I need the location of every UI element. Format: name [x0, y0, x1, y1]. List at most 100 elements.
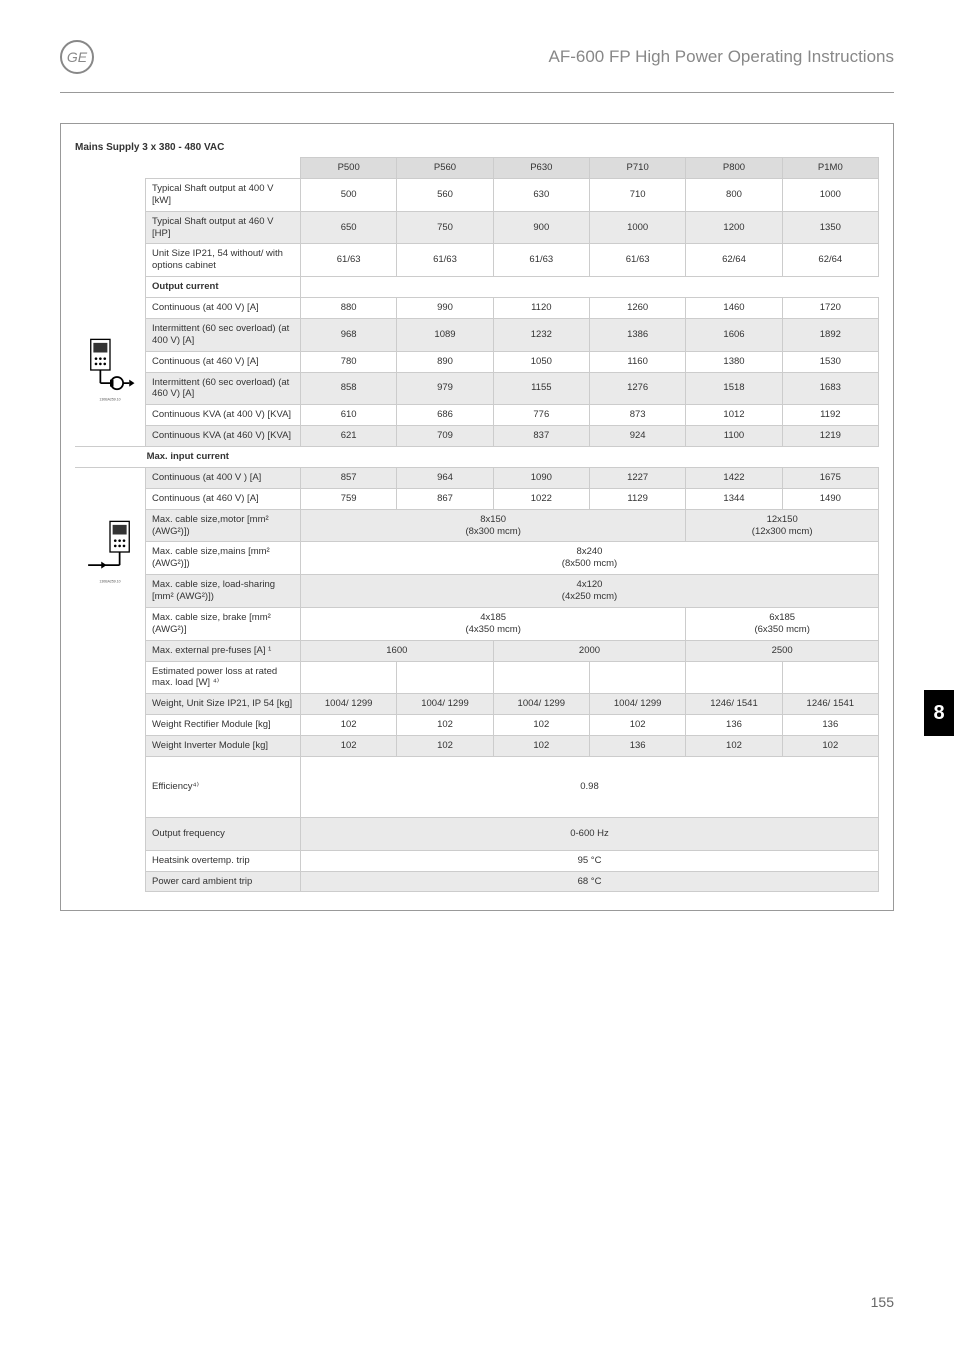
- row-label: Continuous (at 460 V) [A]: [146, 351, 301, 372]
- cell: 837: [493, 426, 589, 447]
- cell: 873: [589, 405, 685, 426]
- cell: 1350: [782, 211, 878, 244]
- cell: 136: [686, 715, 782, 736]
- cell: 1720: [782, 298, 878, 319]
- cell: 61/63: [397, 244, 493, 277]
- cell: 1000: [589, 211, 685, 244]
- page-header: GE AF-600 FP High Power Operating Instru…: [60, 40, 894, 93]
- row-label: Intermittent (60 sec overload) (at 460 V…: [146, 372, 301, 405]
- cell: 1192: [782, 405, 878, 426]
- row-label: Power card ambient trip: [146, 871, 301, 892]
- row-label: Efficiency⁴⁾: [146, 756, 301, 817]
- cell: 780: [301, 351, 397, 372]
- cell: [493, 661, 589, 694]
- cell: 1129: [589, 488, 685, 509]
- cell: 1386: [589, 318, 685, 351]
- cell: 1232: [493, 318, 589, 351]
- row-label: Intermittent (60 sec overload) (at 400 V…: [146, 318, 301, 351]
- svg-text:130BA259.10: 130BA259.10: [99, 397, 120, 401]
- cell: 1050: [493, 351, 589, 372]
- cell: 1000: [782, 178, 878, 211]
- row-label: Weight Inverter Module [kg]: [146, 736, 301, 757]
- cell: 61/63: [493, 244, 589, 277]
- cell: 136: [589, 736, 685, 757]
- cell: 1160: [589, 351, 685, 372]
- model-header-row: P500 P560 P630 P710 P800 P1M0: [75, 158, 879, 179]
- cell: 1004/ 1299: [493, 694, 589, 715]
- cell: 968: [301, 318, 397, 351]
- table-row: Max. cable size,mains [mm² (AWG²)]) 8x24…: [75, 542, 879, 575]
- row-label: Estimated power loss at rated max. load …: [146, 661, 301, 694]
- output-diagram-cell: 130BA259.10: [75, 298, 146, 447]
- cell: 709: [397, 426, 493, 447]
- table-row: Weight, Unit Size IP21, IP 54 [kg] 1004/…: [75, 694, 879, 715]
- table-row: Output frequency 0-600 Hz: [75, 817, 879, 850]
- svg-text:130BA259.10: 130BA259.10: [99, 580, 120, 584]
- cell: 1022: [493, 488, 589, 509]
- drive-output-icon: 130BA259.10: [81, 335, 139, 405]
- model-col: P560: [397, 158, 493, 179]
- cell: 1089: [397, 318, 493, 351]
- cell: 102: [589, 715, 685, 736]
- cell: 8x150 (8x300 mcm): [301, 509, 686, 542]
- cell: 1090: [493, 467, 589, 488]
- table-row: Continuous KVA (at 460 V) [KVA] 62170983…: [75, 426, 879, 447]
- cell: [397, 661, 493, 694]
- table-row: Heatsink overtemp. trip 95 °C: [75, 850, 879, 871]
- cell: 686: [397, 405, 493, 426]
- cell: 62/64: [686, 244, 782, 277]
- cell: 650: [301, 211, 397, 244]
- cell: 102: [686, 736, 782, 757]
- row-label: Weight, Unit Size IP21, IP 54 [kg]: [146, 694, 301, 715]
- table-row: Max. cable size, brake [mm² (AWG²)] 4x18…: [75, 607, 879, 640]
- cell: 890: [397, 351, 493, 372]
- cell: 1155: [493, 372, 589, 405]
- cell: 4x120 (4x250 mcm): [301, 575, 879, 608]
- row-label: Unit Size IP21, 54 without/ with options…: [146, 244, 301, 277]
- cell: 560: [397, 178, 493, 211]
- drive-input-icon: 130BA259.10: [81, 517, 139, 587]
- cell: [686, 661, 782, 694]
- cell: 1530: [782, 351, 878, 372]
- cell: 4x185 (4x350 mcm): [301, 607, 686, 640]
- cell: 1246/ 1541: [686, 694, 782, 715]
- row-label: Weight Rectifier Module [kg]: [146, 715, 301, 736]
- cell: 857: [301, 467, 397, 488]
- table-row: Max. cable size,motor [mm² (AWG²)]) 8x15…: [75, 509, 879, 542]
- cell: 1120: [493, 298, 589, 319]
- cell: 1422: [686, 467, 782, 488]
- table-row: Continuous (at 460 V) [A] 75986710221129…: [75, 488, 879, 509]
- cell: 500: [301, 178, 397, 211]
- row-label: Max. cable size, load-sharing [mm² (AWG²…: [146, 575, 301, 608]
- row-label: Continuous KVA (at 460 V) [KVA]: [146, 426, 301, 447]
- cell: 102: [397, 736, 493, 757]
- table-row: Unit Size IP21, 54 without/ with options…: [75, 244, 879, 277]
- cell: 102: [782, 736, 878, 757]
- spec-container: Mains Supply 3 x 380 - 480 VAC P500 P560…: [60, 123, 894, 911]
- cell: 2500: [686, 640, 879, 661]
- cell: 924: [589, 426, 685, 447]
- cell: 12x150 (12x300 mcm): [686, 509, 879, 542]
- row-label: Typical Shaft output at 400 V [kW]: [146, 178, 301, 211]
- table-row: 130BA259.10 Continuous (at 400 V) [A] 88…: [75, 298, 879, 319]
- cell: 102: [301, 715, 397, 736]
- cell: 2000: [493, 640, 686, 661]
- table-row: Intermittent (60 sec overload) (at 460 V…: [75, 372, 879, 405]
- input-diagram-cell: 130BA259.10: [75, 467, 146, 640]
- cell: 1606: [686, 318, 782, 351]
- cell: 1012: [686, 405, 782, 426]
- cell: 1004/ 1299: [589, 694, 685, 715]
- cell: 759: [301, 488, 397, 509]
- table-row: Typical Shaft output at 400 V [kW] 500 5…: [75, 178, 879, 211]
- row-label: Max. cable size,motor [mm² (AWG²)]): [146, 509, 301, 542]
- table-row: Efficiency⁴⁾ 0.98: [75, 756, 879, 817]
- chapter-tab: 8: [924, 690, 954, 736]
- cell: 102: [301, 736, 397, 757]
- row-label: Continuous KVA (at 400 V) [KVA]: [146, 405, 301, 426]
- cell: 1683: [782, 372, 878, 405]
- cell: 1276: [589, 372, 685, 405]
- cell: 1518: [686, 372, 782, 405]
- cell: 800: [686, 178, 782, 211]
- cell: 867: [397, 488, 493, 509]
- cell: 621: [301, 426, 397, 447]
